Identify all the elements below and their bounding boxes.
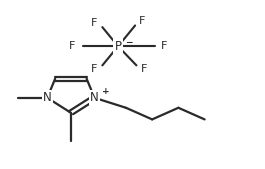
Text: N: N	[43, 91, 52, 104]
Text: +: +	[102, 87, 109, 96]
Text: F: F	[91, 64, 98, 74]
Text: N: N	[90, 91, 99, 104]
Text: F: F	[91, 18, 98, 28]
Text: −: −	[125, 38, 132, 47]
Text: F: F	[139, 16, 145, 26]
Text: F: F	[141, 64, 148, 74]
Text: F: F	[69, 41, 75, 51]
Text: F: F	[161, 41, 167, 51]
Text: P: P	[114, 40, 122, 53]
